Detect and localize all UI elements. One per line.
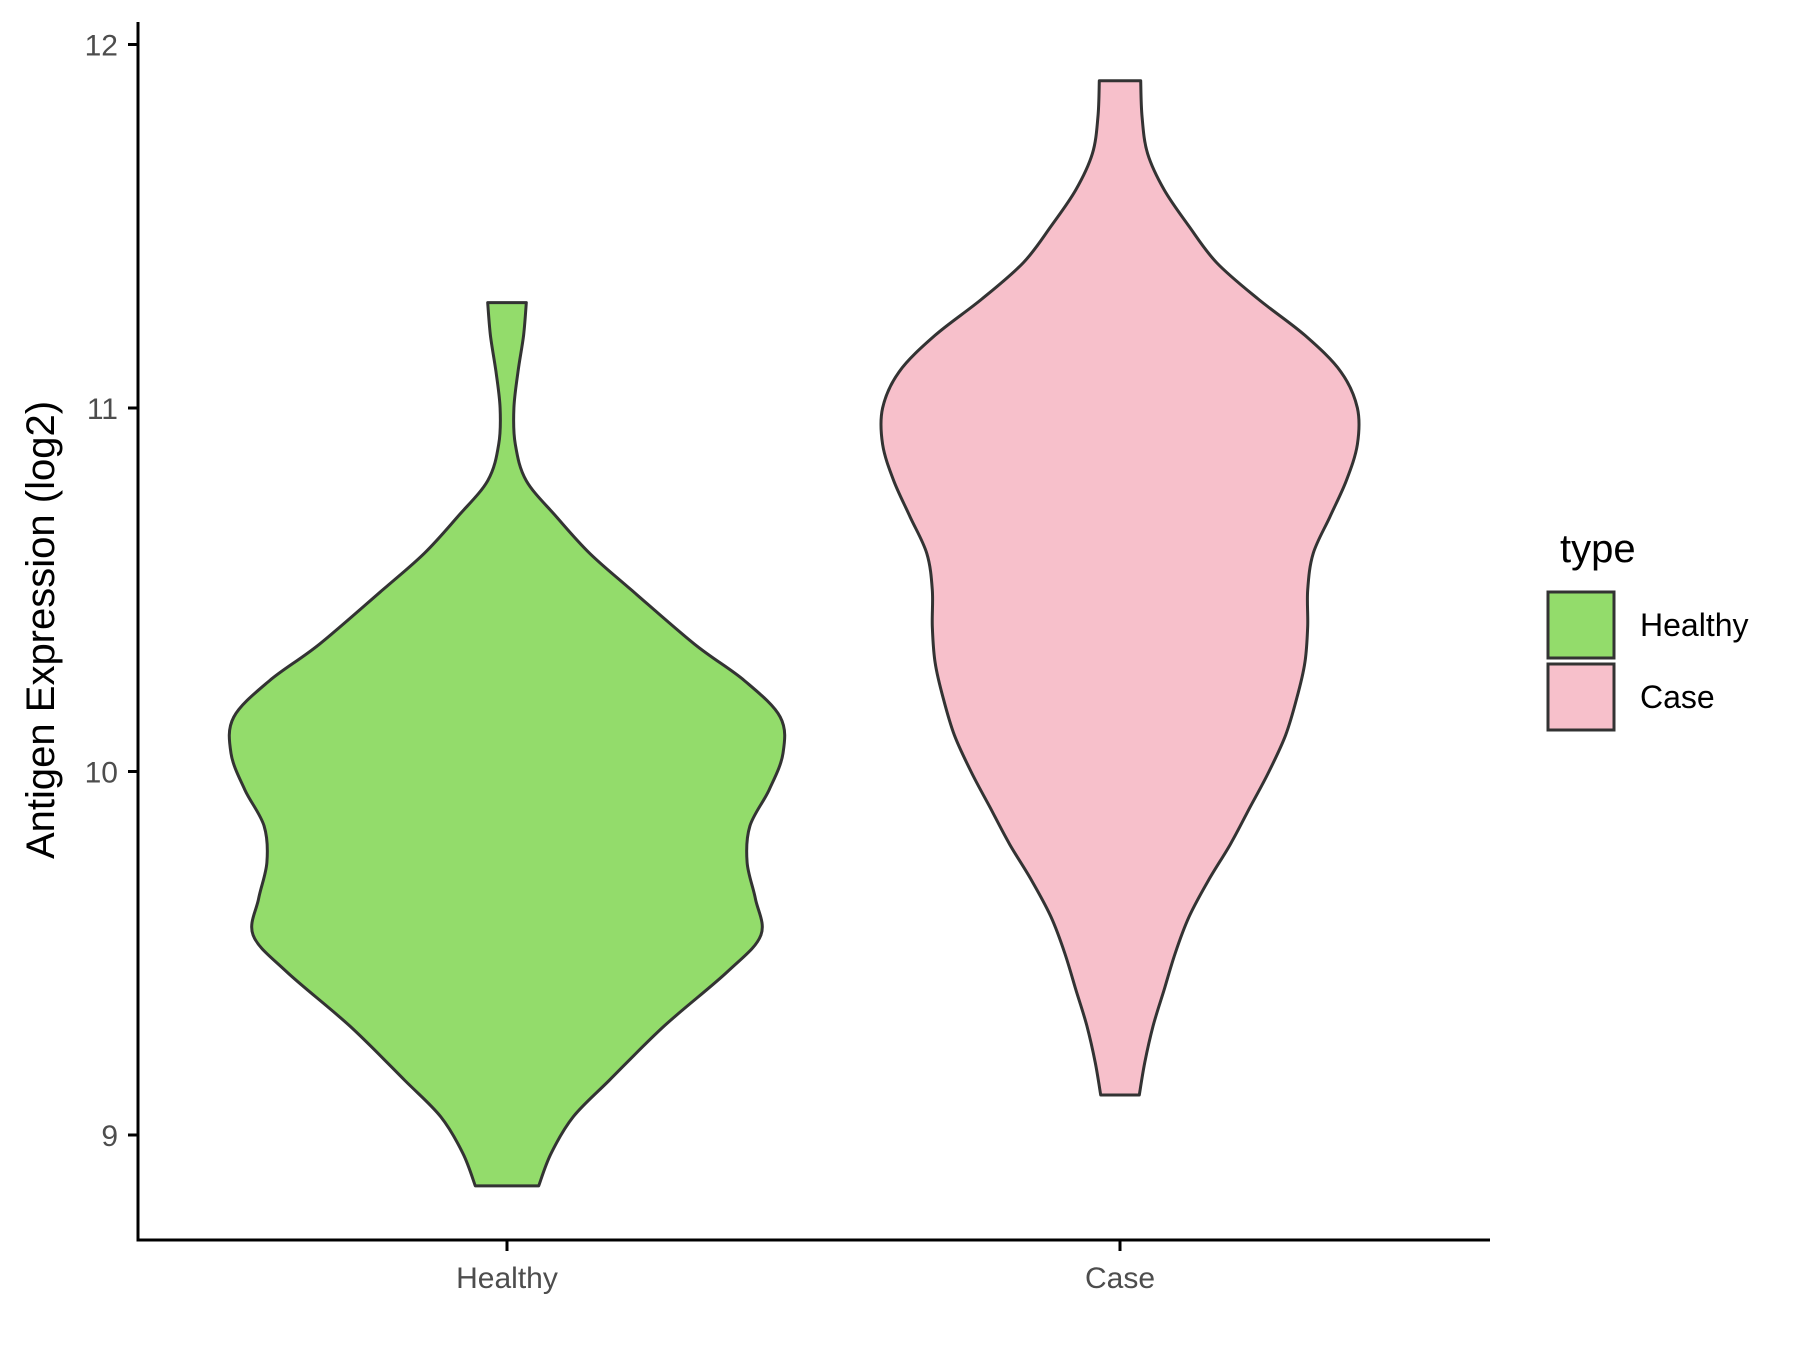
y-tick-label: 11 (87, 393, 118, 426)
violin-healthy (227, 301, 787, 1188)
x-tick-label: Case (1085, 1262, 1155, 1295)
legend-label-healthy: Healthy (1640, 607, 1749, 643)
legend: Healthy Case (1546, 590, 1749, 732)
violins-layer (227, 79, 1361, 1188)
legend-title: type (1560, 527, 1636, 571)
y-tick-label: 9 (101, 1120, 118, 1153)
violin-case (879, 79, 1361, 1097)
x-axis-ticks: Healthy Case (456, 1240, 1155, 1295)
legend-key-healthy (1546, 590, 1616, 660)
y-tick-label: 10 (85, 757, 118, 790)
y-tick-label: 12 (85, 30, 118, 63)
y-axis-ticks: 9 10 11 12 (85, 30, 138, 1153)
x-tick-label: Healthy (456, 1262, 558, 1295)
legend-label-case: Case (1640, 679, 1715, 715)
y-axis-title: Antigen Expression (log2) (19, 401, 63, 859)
legend-key-case (1546, 662, 1616, 732)
